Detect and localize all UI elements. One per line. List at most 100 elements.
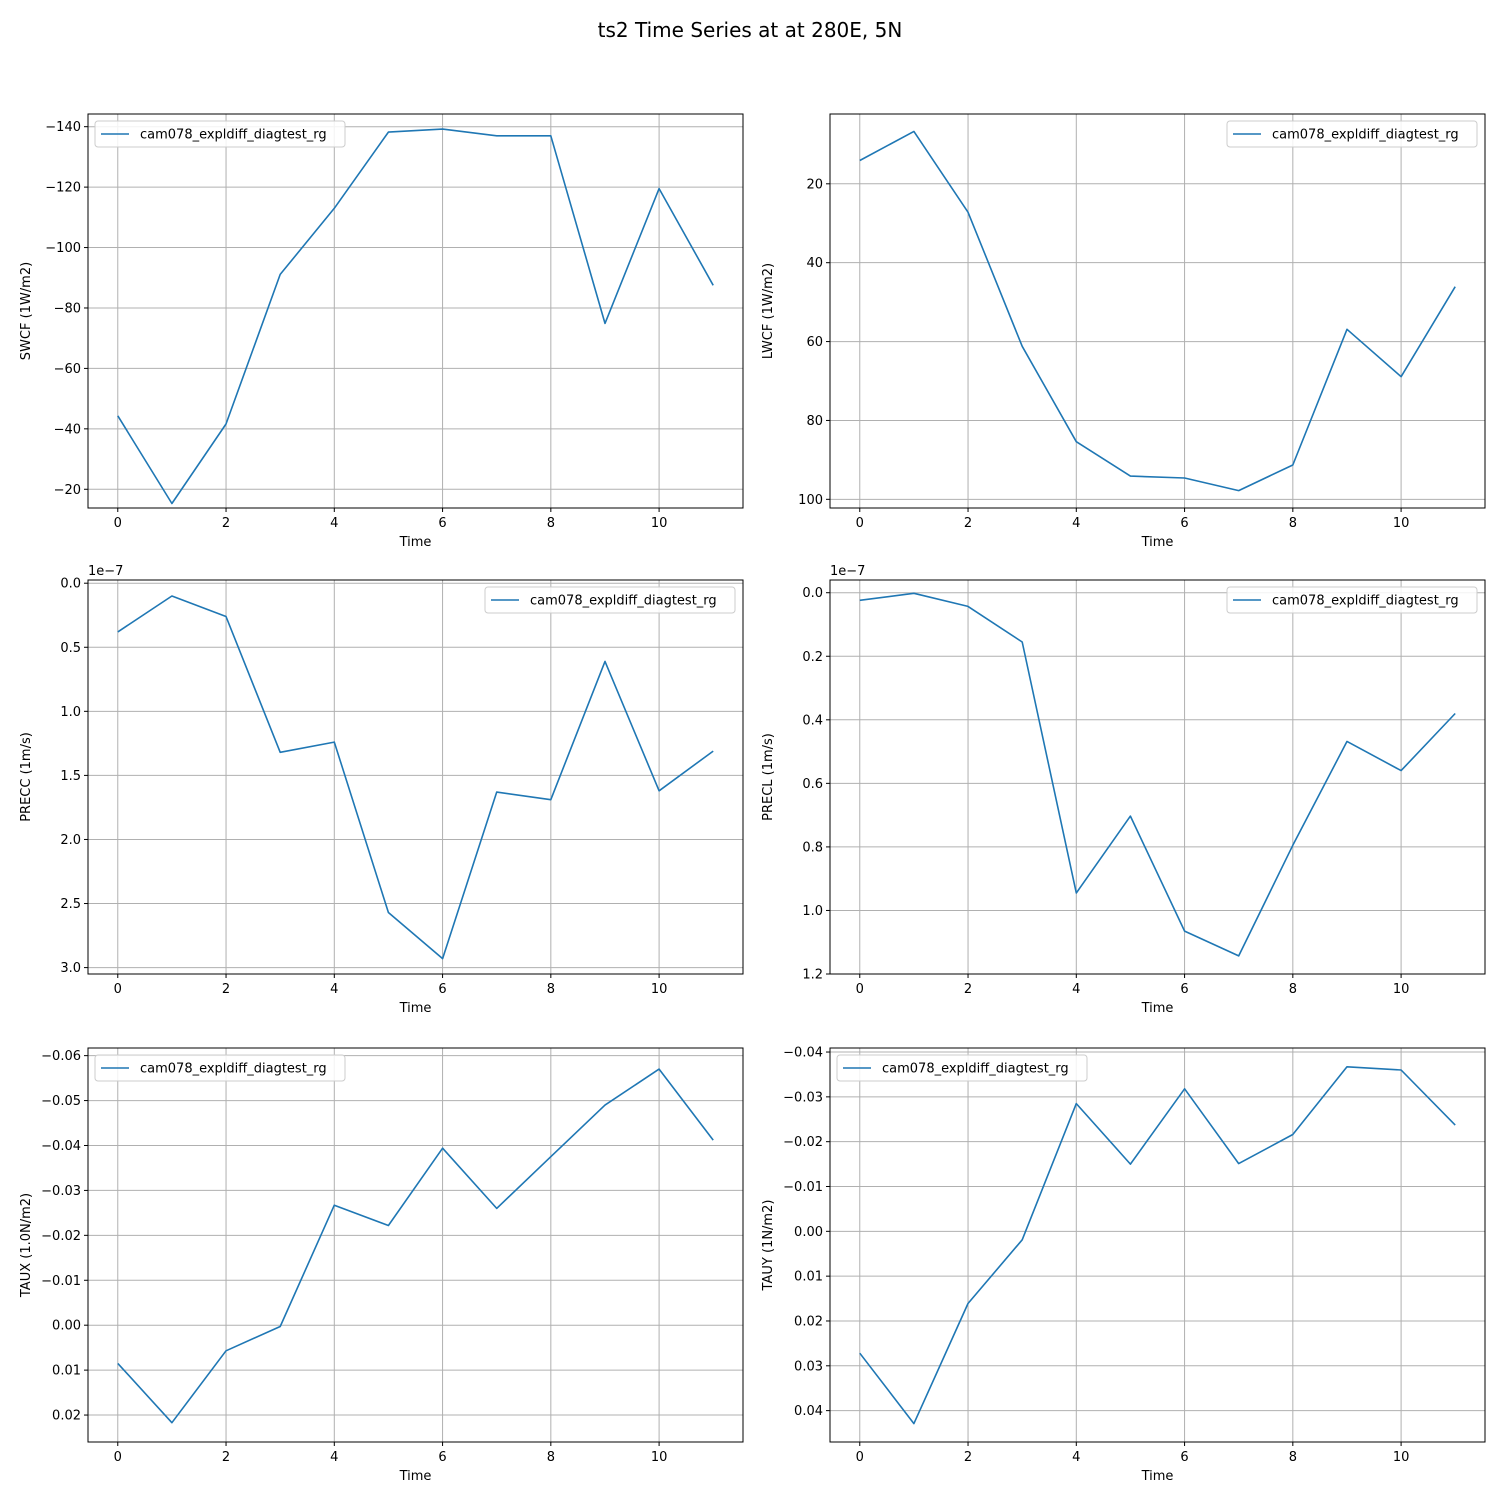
y-tick-label: 1.5 bbox=[60, 769, 81, 784]
legend-box bbox=[836, 1054, 1088, 1082]
y-tick-label: 40 bbox=[806, 256, 823, 271]
x-tick-label: 4 bbox=[330, 516, 338, 531]
y-tick-label: −80 bbox=[54, 301, 81, 316]
x-tick-label: 8 bbox=[1289, 982, 1297, 997]
x-tick-label: 0 bbox=[856, 1450, 864, 1465]
x-tick-label: 4 bbox=[330, 982, 338, 997]
y-tick-label: −0.03 bbox=[41, 1184, 81, 1199]
y-tick-label: −0.02 bbox=[41, 1229, 81, 1244]
legend-box bbox=[1226, 120, 1478, 148]
y-tick-label: 0.03 bbox=[794, 1359, 823, 1374]
legend-label: cam078_expldiff_diagtest_rg bbox=[882, 1062, 1069, 1077]
x-tick-label: 8 bbox=[1289, 516, 1297, 531]
x-tick-label: 0 bbox=[856, 982, 864, 997]
y-tick-label: 0.0 bbox=[802, 586, 823, 601]
y-axis-label: SWCF (1W/m2) bbox=[19, 262, 34, 360]
subplot-lwcf: 0 2 4 6 8 10 20 40 60 80 100 Time LWCF (1W/m2) cam078… bbox=[761, 113, 1486, 550]
y-tick-label: 0.8 bbox=[802, 840, 823, 855]
legend-label: cam078_expldiff_diagtest_rg bbox=[1272, 594, 1459, 609]
subplot-tauy: 0 2 4 6 8 10 0.04 0.03 0.02 0.01 0.00 −0.01 −0.02 −0.… bbox=[761, 1046, 1486, 1484]
x-tick-label: 0 bbox=[856, 516, 864, 531]
y-axis-label: PRECC (1m/s) bbox=[19, 732, 34, 822]
y-tick-label: 0.01 bbox=[52, 1364, 81, 1379]
legend: cam078_expldiff_diagtest_rg bbox=[1226, 120, 1478, 148]
axes-frame bbox=[829, 1047, 1486, 1443]
x-tick-label: 8 bbox=[547, 982, 555, 997]
subplot-precc: 0 2 4 6 8 10 0.0 0.5 1.0 1.5 2.0 2.5 3.0 Time PRECC (1… bbox=[19, 564, 744, 1016]
y-offset-text: 1e−7 bbox=[830, 564, 865, 579]
y-axis-label: TAUX (1.0N/m2) bbox=[19, 1193, 34, 1298]
x-tick-label: 0 bbox=[114, 516, 122, 531]
y-tick-label: −140 bbox=[45, 120, 81, 135]
x-axis-label: Time bbox=[1141, 1469, 1174, 1484]
y-tick-label: 0.4 bbox=[802, 713, 823, 728]
x-tick-label: 2 bbox=[222, 982, 230, 997]
y-tick-label: −40 bbox=[54, 422, 81, 437]
x-tick-label: 2 bbox=[964, 516, 972, 531]
legend: cam078_expldiff_diagtest_rg bbox=[94, 120, 346, 148]
x-tick-label: 6 bbox=[438, 982, 446, 997]
x-axis-label: Time bbox=[399, 1001, 432, 1016]
subplot-swcf: 0 2 4 6 8 10 −20 −40 −60 −80 −100 −120 −140 Time SWCF … bbox=[19, 113, 744, 550]
x-tick-label: 2 bbox=[964, 982, 972, 997]
subplot-grid: 0 2 4 6 8 10 −20 −40 −60 −80 −100 −120 −140 Time SWCF … bbox=[19, 113, 1486, 1484]
x-tick-label: 10 bbox=[1393, 1450, 1410, 1465]
axes-frame bbox=[87, 579, 744, 975]
x-tick-label: 4 bbox=[1072, 1450, 1080, 1465]
legend: cam078_expldiff_diagtest_rg bbox=[94, 1054, 346, 1082]
y-axis-label: LWCF (1W/m2) bbox=[761, 263, 776, 359]
x-tick-label: 0 bbox=[114, 1450, 122, 1465]
x-tick-label: 6 bbox=[1180, 516, 1188, 531]
legend-label: cam078_expldiff_diagtest_rg bbox=[140, 128, 327, 143]
y-tick-label: 0.02 bbox=[52, 1409, 81, 1424]
figure-title: ts2 Time Series at at 280E, 5N bbox=[598, 18, 903, 42]
y-tick-label: −0.01 bbox=[783, 1180, 823, 1195]
y-tick-label: 0.2 bbox=[802, 650, 823, 665]
y-tick-label: 0.02 bbox=[794, 1314, 823, 1329]
y-tick-label: 0.01 bbox=[794, 1270, 823, 1285]
x-axis-label: Time bbox=[399, 535, 432, 550]
x-tick-label: 0 bbox=[114, 982, 122, 997]
y-tick-label: −0.02 bbox=[783, 1135, 823, 1150]
y-tick-label: 60 bbox=[806, 335, 823, 350]
subplot-precl: 0 2 4 6 8 10 0.0 0.2 0.4 0.6 0.8 1.0 1.2 Time PRECL (1… bbox=[761, 564, 1486, 1016]
y-tick-label: −120 bbox=[45, 181, 81, 196]
y-tick-label: 2.5 bbox=[60, 897, 81, 912]
x-axis-label: Time bbox=[1141, 1001, 1174, 1016]
y-tick-label: −0.04 bbox=[783, 1046, 823, 1061]
y-tick-label: 0.04 bbox=[794, 1404, 823, 1419]
y-tick-label: −0.05 bbox=[41, 1094, 81, 1109]
y-tick-label: 3.0 bbox=[60, 961, 81, 976]
y-tick-label: −0.06 bbox=[41, 1049, 81, 1064]
legend-label: cam078_expldiff_diagtest_rg bbox=[140, 1062, 327, 1077]
x-tick-label: 10 bbox=[1393, 516, 1410, 531]
axes-frame bbox=[87, 113, 744, 509]
x-tick-label: 6 bbox=[438, 1450, 446, 1465]
x-tick-label: 10 bbox=[1393, 982, 1410, 997]
y-tick-label: 100 bbox=[798, 493, 823, 508]
x-tick-label: 10 bbox=[651, 516, 668, 531]
y-offset-text: 1e−7 bbox=[88, 564, 123, 579]
x-tick-label: 4 bbox=[1072, 982, 1080, 997]
series-line bbox=[117, 595, 714, 960]
x-tick-label: 10 bbox=[651, 982, 668, 997]
legend-box bbox=[94, 1054, 346, 1082]
y-tick-label: 0.00 bbox=[52, 1319, 81, 1334]
x-axis-label: Time bbox=[1141, 535, 1174, 550]
x-tick-label: 6 bbox=[1180, 982, 1188, 997]
legend: cam078_expldiff_diagtest_rg bbox=[836, 1054, 1088, 1082]
legend-box bbox=[94, 120, 346, 148]
axes-frame bbox=[87, 1047, 744, 1443]
x-tick-label: 2 bbox=[222, 1450, 230, 1465]
series-line bbox=[859, 592, 1456, 957]
legend: cam078_expldiff_diagtest_rg bbox=[484, 586, 736, 614]
series-line bbox=[859, 130, 1456, 492]
legend: cam078_expldiff_diagtest_rg bbox=[1226, 586, 1478, 614]
y-tick-label: −20 bbox=[54, 483, 81, 498]
x-tick-label: 2 bbox=[222, 516, 230, 531]
y-tick-label: 1.0 bbox=[60, 705, 81, 720]
series-line bbox=[117, 128, 714, 505]
x-tick-label: 6 bbox=[1180, 1450, 1188, 1465]
